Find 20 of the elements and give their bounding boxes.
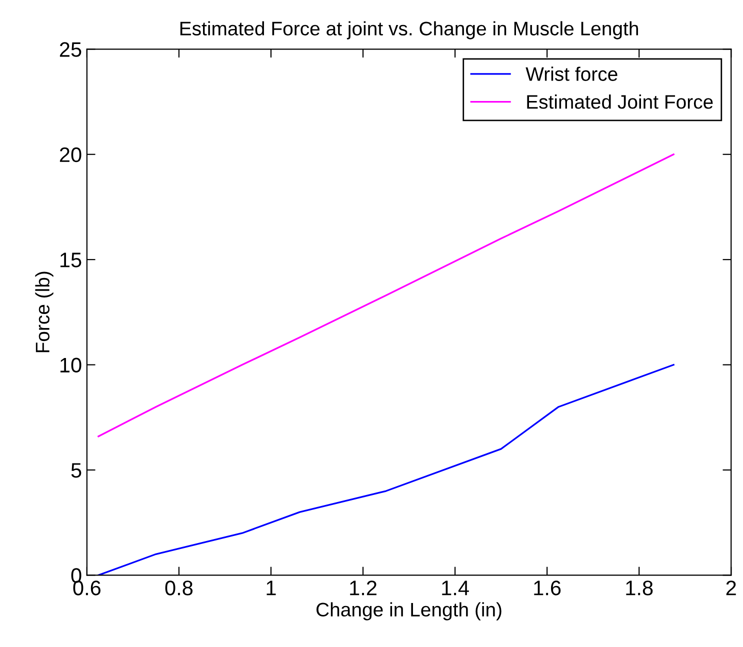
x-tick-label: 1 xyxy=(266,580,276,596)
x-tick-label: 0.8 xyxy=(165,580,193,596)
x-tick-label: 2 xyxy=(726,580,736,596)
x-tick-label: 1.8 xyxy=(626,580,653,596)
y-tick-label: 20 xyxy=(60,147,82,162)
x-tick-label: 1.6 xyxy=(534,580,561,596)
line-series xyxy=(98,364,674,576)
chart-title: Estimated Force at joint vs. Change in Muscle Length xyxy=(180,21,638,40)
legend-label: Wrist force xyxy=(526,66,618,81)
x-tick-label: 1.2 xyxy=(350,580,376,596)
y-axis-title: Force (lb) xyxy=(35,272,54,352)
y-tick-label: 15 xyxy=(60,252,82,268)
y-tick-label: 5 xyxy=(71,463,82,478)
y-tick-label: 10 xyxy=(60,358,82,373)
y-tick-label: 25 xyxy=(60,42,82,57)
x-tick-label: 0.6 xyxy=(73,580,100,596)
x-axis-title: Change in Length (in) xyxy=(316,602,502,620)
line-series xyxy=(98,154,674,438)
legend-label: Estimated Joint Force xyxy=(527,94,713,109)
x-tick-label: 1.4 xyxy=(442,580,469,596)
